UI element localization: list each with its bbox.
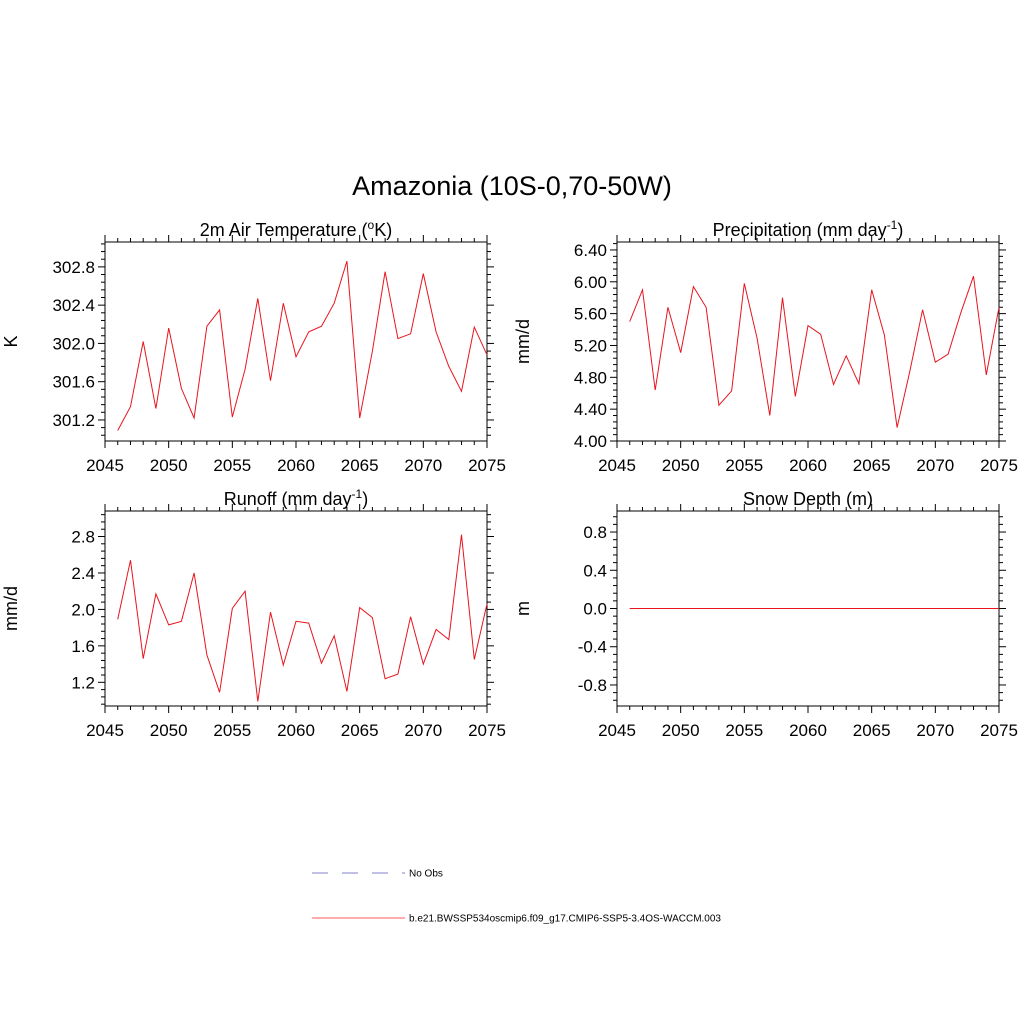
x-tick-label-snow-depth-2075: 2075 <box>980 721 1018 740</box>
x-tick-label-precipitation-2065: 2065 <box>853 456 891 475</box>
legend-label-model: b.e21.BWSSP534oscmip6.f09_g17.CMIP6-SSP5… <box>409 914 721 925</box>
series-line-precipitation-0 <box>629 276 1000 428</box>
y-tick-label-snow-depth-0: 0.0 <box>583 600 607 619</box>
x-tick-label-temperature-2045: 2045 <box>86 456 124 475</box>
legend: No Obs b.e21.BWSSP534oscmip6.f09_g17.CMI… <box>312 869 721 925</box>
x-tick-label-snow-depth-2045: 2045 <box>598 721 636 740</box>
legend-label-no-obs: No Obs <box>409 869 443 880</box>
panel-title-sup-runoff: -1 <box>352 487 363 501</box>
x-tick-label-precipitation-2075: 2075 <box>980 456 1018 475</box>
y-tick-label-temperature-302p4: 302.4 <box>52 296 95 315</box>
panel-title-snow-depth: Snow Depth (m) <box>743 489 873 509</box>
panel-title-sup-temperature: o <box>368 218 375 232</box>
x-tick-label-precipitation-2060: 2060 <box>789 456 827 475</box>
panel-precipitation: 2045 2050 2055 2060 2065 2070 2075 4.00 4.40 4.80… <box>513 218 1018 475</box>
x-tick-label-runoff-2075: 2075 <box>468 721 506 740</box>
panel-title-after-runoff: ) <box>362 489 368 509</box>
y-tick-label-snow-depth-neg0p8: -0.8 <box>578 676 607 695</box>
x-tick-label-temperature-2065: 2065 <box>341 456 379 475</box>
y-tick-label-temperature-301p6: 301.6 <box>52 373 95 392</box>
y-tick-label-runoff-1p2: 1.2 <box>71 673 95 692</box>
panel-title-temperature: 2m Air Temperature (oK) <box>200 218 392 240</box>
y-tick-label-runoff-2p8: 2.8 <box>71 528 95 547</box>
y-tick-label-temperature-301p2: 301.2 <box>52 411 95 430</box>
x-tick-label-snow-depth-2065: 2065 <box>853 721 891 740</box>
x-tick-label-runoff-2050: 2050 <box>150 721 188 740</box>
x-tick-label-precipitation-2055: 2055 <box>725 456 763 475</box>
y-axis-label-temperature: K <box>1 335 21 347</box>
panel-title-after-precipitation: ) <box>897 220 903 240</box>
panel-snow-depth: 2045 2050 2055 2060 2065 2070 2075 -0.8 -0.4 0.0 0… <box>513 489 1018 740</box>
y-tick-label-runoff-2p4: 2.4 <box>71 564 95 583</box>
panel-title-sup-precipitation: -1 <box>887 218 898 232</box>
y-axis-label-runoff: mm/d <box>1 586 21 631</box>
panel-title-text-runoff: Runoff (mm day <box>224 489 352 509</box>
panel-title-precipitation: Precipitation (mm day-1) <box>713 218 904 240</box>
x-tick-label-snow-depth-2055: 2055 <box>725 721 763 740</box>
panels: 2045 2050 2055 2060 2065 2070 2075 301.2 301.6 30… <box>1 218 1018 740</box>
figure-title: Amazonia (10S-0,70-50W) <box>352 171 672 201</box>
x-tick-label-snow-depth-2050: 2050 <box>662 721 700 740</box>
x-tick-label-precipitation-2070: 2070 <box>916 456 954 475</box>
x-tick-label-temperature-2055: 2055 <box>213 456 251 475</box>
y-axis-label-snow-depth: m <box>513 601 533 616</box>
series-line-runoff-0 <box>117 534 488 702</box>
x-tick-label-runoff-2070: 2070 <box>404 721 442 740</box>
x-tick-label-runoff-2055: 2055 <box>213 721 251 740</box>
x-tick-label-runoff-2045: 2045 <box>86 721 124 740</box>
y-tick-label-temperature-302p8: 302.8 <box>52 258 95 277</box>
x-tick-label-temperature-2060: 2060 <box>277 456 315 475</box>
x-tick-label-temperature-2070: 2070 <box>404 456 442 475</box>
panel-title-text-precipitation: Precipitation (mm day <box>713 220 887 240</box>
y-tick-label-precipitation-4p8: 4.80 <box>574 368 607 387</box>
y-tick-label-precipitation-6p4: 6.40 <box>574 241 607 260</box>
y-tick-label-snow-depth-0p8: 0.8 <box>583 523 607 542</box>
y-tick-label-precipitation-4p4: 4.40 <box>574 400 607 419</box>
y-tick-label-precipitation-6: 6.00 <box>574 273 607 292</box>
x-tick-label-runoff-2060: 2060 <box>277 721 315 740</box>
y-tick-label-precipitation-4: 4.00 <box>574 432 607 451</box>
x-tick-label-runoff-2065: 2065 <box>341 721 379 740</box>
series-line-temperature-0 <box>117 260 488 431</box>
y-tick-label-temperature-302: 302.0 <box>52 334 95 353</box>
x-tick-label-precipitation-2045: 2045 <box>598 456 636 475</box>
x-tick-label-temperature-2075: 2075 <box>468 456 506 475</box>
x-tick-label-snow-depth-2060: 2060 <box>789 721 827 740</box>
panel-temperature: 2045 2050 2055 2060 2065 2070 2075 301.2 301.6 30… <box>1 218 506 475</box>
x-tick-label-snow-depth-2070: 2070 <box>916 721 954 740</box>
y-tick-label-precipitation-5p2: 5.20 <box>574 336 607 355</box>
y-tick-label-runoff-1p6: 1.6 <box>71 637 95 656</box>
x-tick-label-temperature-2050: 2050 <box>150 456 188 475</box>
y-tick-label-runoff-2: 2.0 <box>71 600 95 619</box>
x-tick-label-precipitation-2050: 2050 <box>662 456 700 475</box>
y-tick-label-snow-depth-0p4: 0.4 <box>583 561 607 580</box>
y-axis-label-precipitation: mm/d <box>513 319 533 364</box>
panel-runoff: 2045 2050 2055 2060 2065 2070 2075 1.2 1.6 2.0 2.4… <box>1 487 506 740</box>
y-tick-label-precipitation-5p6: 5.60 <box>574 305 607 324</box>
panel-title-text-temperature: 2m Air Temperature ( <box>200 220 368 240</box>
panel-title-text-snow-depth: Snow Depth (m) <box>743 489 873 509</box>
y-tick-label-snow-depth-neg0p4: -0.4 <box>578 638 607 657</box>
panel-title-after-temperature: K) <box>374 220 392 240</box>
panel-title-runoff: Runoff (mm day-1) <box>224 487 368 509</box>
